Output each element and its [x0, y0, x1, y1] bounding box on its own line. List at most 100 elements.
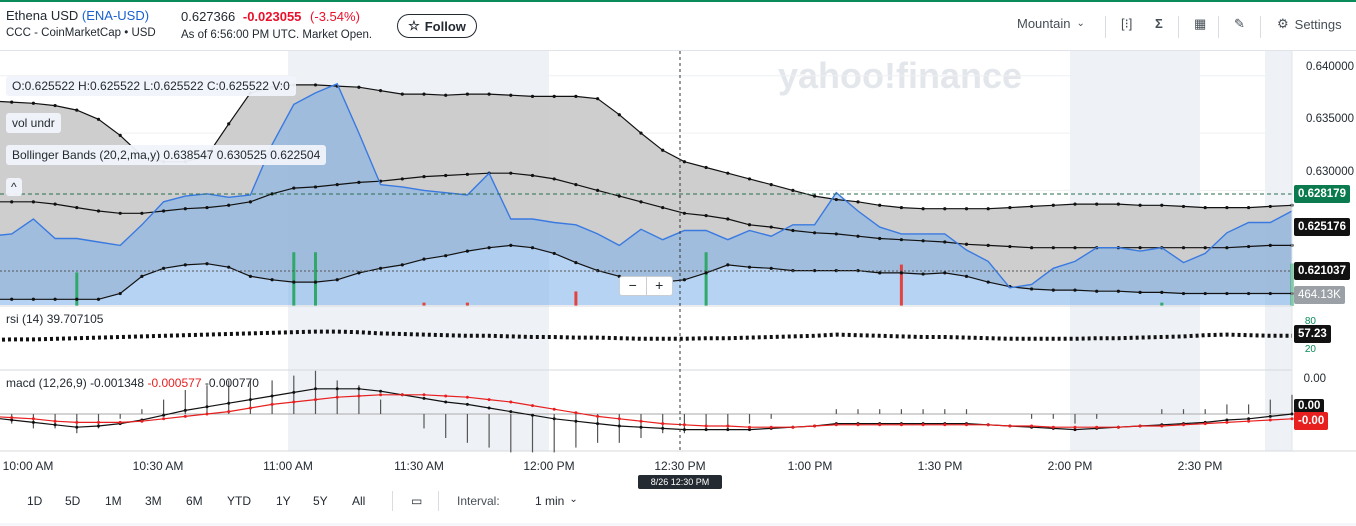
bollinger-point [639, 200, 643, 204]
bollinger-point [834, 197, 838, 202]
chart-type-dropdown[interactable]: Mountain ⌄ [1017, 16, 1085, 31]
rsi-tick-label: 20 [1304, 344, 1316, 355]
signal-point [834, 423, 838, 427]
bollinger-point [682, 160, 687, 164]
rsi-legend[interactable]: rsi (14) 39.707105 [0, 309, 109, 329]
settings-button[interactable]: ⚙ Settings [1277, 16, 1342, 32]
bollinger-point [639, 131, 643, 135]
range-1y-button[interactable]: 1Y [276, 494, 291, 508]
signal-point [682, 423, 686, 427]
chart-type-label: Mountain [1017, 16, 1071, 31]
bollinger-point [661, 205, 665, 210]
macd-point [183, 408, 187, 412]
indicators-icon-button[interactable]: Σ [1155, 16, 1163, 31]
follow-button[interactable]: ☆ Follow [397, 14, 477, 38]
price-chart[interactable]: yahoo!finance [0, 51, 1356, 491]
bollinger-point [726, 263, 730, 267]
zoom-out-button[interactable]: − [628, 277, 637, 293]
signal-point [1138, 424, 1142, 428]
macd-point [314, 387, 317, 391]
bollinger-point [75, 297, 79, 301]
bollinger-point [899, 205, 904, 210]
bollinger-point [465, 92, 469, 96]
chevron-down-icon: ⌄ [1076, 18, 1085, 29]
range-1m-button[interactable]: 1M [105, 494, 122, 508]
bollinger-point [747, 265, 752, 269]
bollinger-point [682, 278, 687, 282]
signal-point [335, 395, 339, 399]
macd-legend[interactable]: macd (12,26,9) -0.001348 -0.000577 -0.00… [0, 373, 265, 393]
macd-point [53, 423, 57, 427]
bollinger-point [769, 183, 773, 187]
compare-icon-button[interactable]: [⁝] [1121, 16, 1132, 32]
rsi-line [0, 329, 1292, 342]
signal-point [53, 419, 57, 423]
range-5d-button[interactable]: 5D [65, 494, 81, 508]
bollinger-point [1268, 291, 1272, 296]
date-range-button[interactable]: ▭ [411, 494, 422, 508]
bollinger-point [530, 94, 535, 98]
zoom-in-button[interactable]: + [645, 277, 673, 295]
bollinger-point [118, 133, 122, 137]
macd-tick-label: 0.00 [1303, 373, 1326, 385]
bollinger-point [878, 271, 882, 275]
macd-point [574, 419, 578, 423]
signal-point [1203, 422, 1207, 426]
range-6m-button[interactable]: 6M [186, 494, 203, 508]
range-1d-button[interactable]: 1D [27, 494, 43, 508]
bollinger-point [140, 274, 144, 278]
bollinger-point [574, 94, 578, 98]
zoom-controls: − + [619, 276, 673, 296]
as-of-timestamp: As of 6:56:00 PM UTC. Market Open. [181, 29, 373, 41]
signal-point [899, 423, 903, 427]
signal-point [444, 394, 448, 398]
draw-icon-button[interactable]: ✎ [1234, 16, 1245, 32]
pencil-icon: ✎ [1234, 16, 1245, 31]
signal-point [118, 420, 122, 424]
bollinger-values: 0.638547 0.630525 0.622504 [163, 148, 321, 162]
signal-point [769, 425, 773, 429]
collapse-legend-button[interactable]: ^ [6, 178, 22, 196]
volume-badge: 464.13K [1294, 286, 1345, 304]
bollinger-point [899, 271, 904, 275]
time-tick-label: 11:30 AM [394, 459, 444, 473]
macd-label: macd (12,26,9) [6, 376, 87, 390]
macd-point [227, 401, 231, 405]
bollinger-point [726, 171, 730, 175]
signal-point [314, 398, 317, 402]
macd-point [596, 422, 600, 426]
signal-point [661, 422, 665, 426]
macd-badge-top: 0.00 [1294, 399, 1325, 413]
bollinger-point [943, 207, 947, 211]
bollinger-point [878, 236, 882, 241]
volume-bar [292, 252, 296, 306]
bollinger-point [747, 177, 752, 181]
vol-legend[interactable]: vol undr [6, 113, 61, 133]
range-5y-button[interactable]: 5Y [313, 494, 328, 508]
range-all-button[interactable]: All [352, 494, 366, 508]
bollinger-point [335, 278, 339, 282]
interval-dropdown[interactable]: 1 min ⌄ [535, 494, 578, 508]
bollinger-point [53, 202, 57, 206]
bollinger-point [444, 254, 448, 258]
range-3m-button[interactable]: 3M [145, 494, 162, 508]
bollinger-point [726, 217, 730, 221]
calendar-icon: ▭ [411, 494, 423, 508]
bollinger-point [487, 246, 491, 250]
symbol-ticker-link[interactable]: (ENA-USD) [81, 8, 150, 23]
macd-value-2: -0.000577 [147, 376, 202, 390]
crosshair-time-label: 8/26 12:30 PM [638, 475, 722, 489]
range-ytd-button[interactable]: YTD [227, 494, 251, 508]
bollinger-point [856, 234, 860, 238]
macd-point [335, 387, 339, 391]
bollinger-point [313, 185, 318, 189]
macd-badge-signal: -0.00 [1294, 412, 1329, 430]
macd-point [487, 406, 491, 410]
events-icon-button[interactable]: ▦ [1194, 16, 1206, 32]
bollinger-point [183, 207, 187, 211]
bollinger-legend[interactable]: Bollinger Bands (20,2,ma,y) 0.638547 0.6… [6, 145, 327, 165]
bollinger-point [118, 211, 122, 215]
bollinger-point [1181, 246, 1186, 250]
bollinger-point [921, 239, 925, 243]
bollinger-point [31, 200, 35, 204]
